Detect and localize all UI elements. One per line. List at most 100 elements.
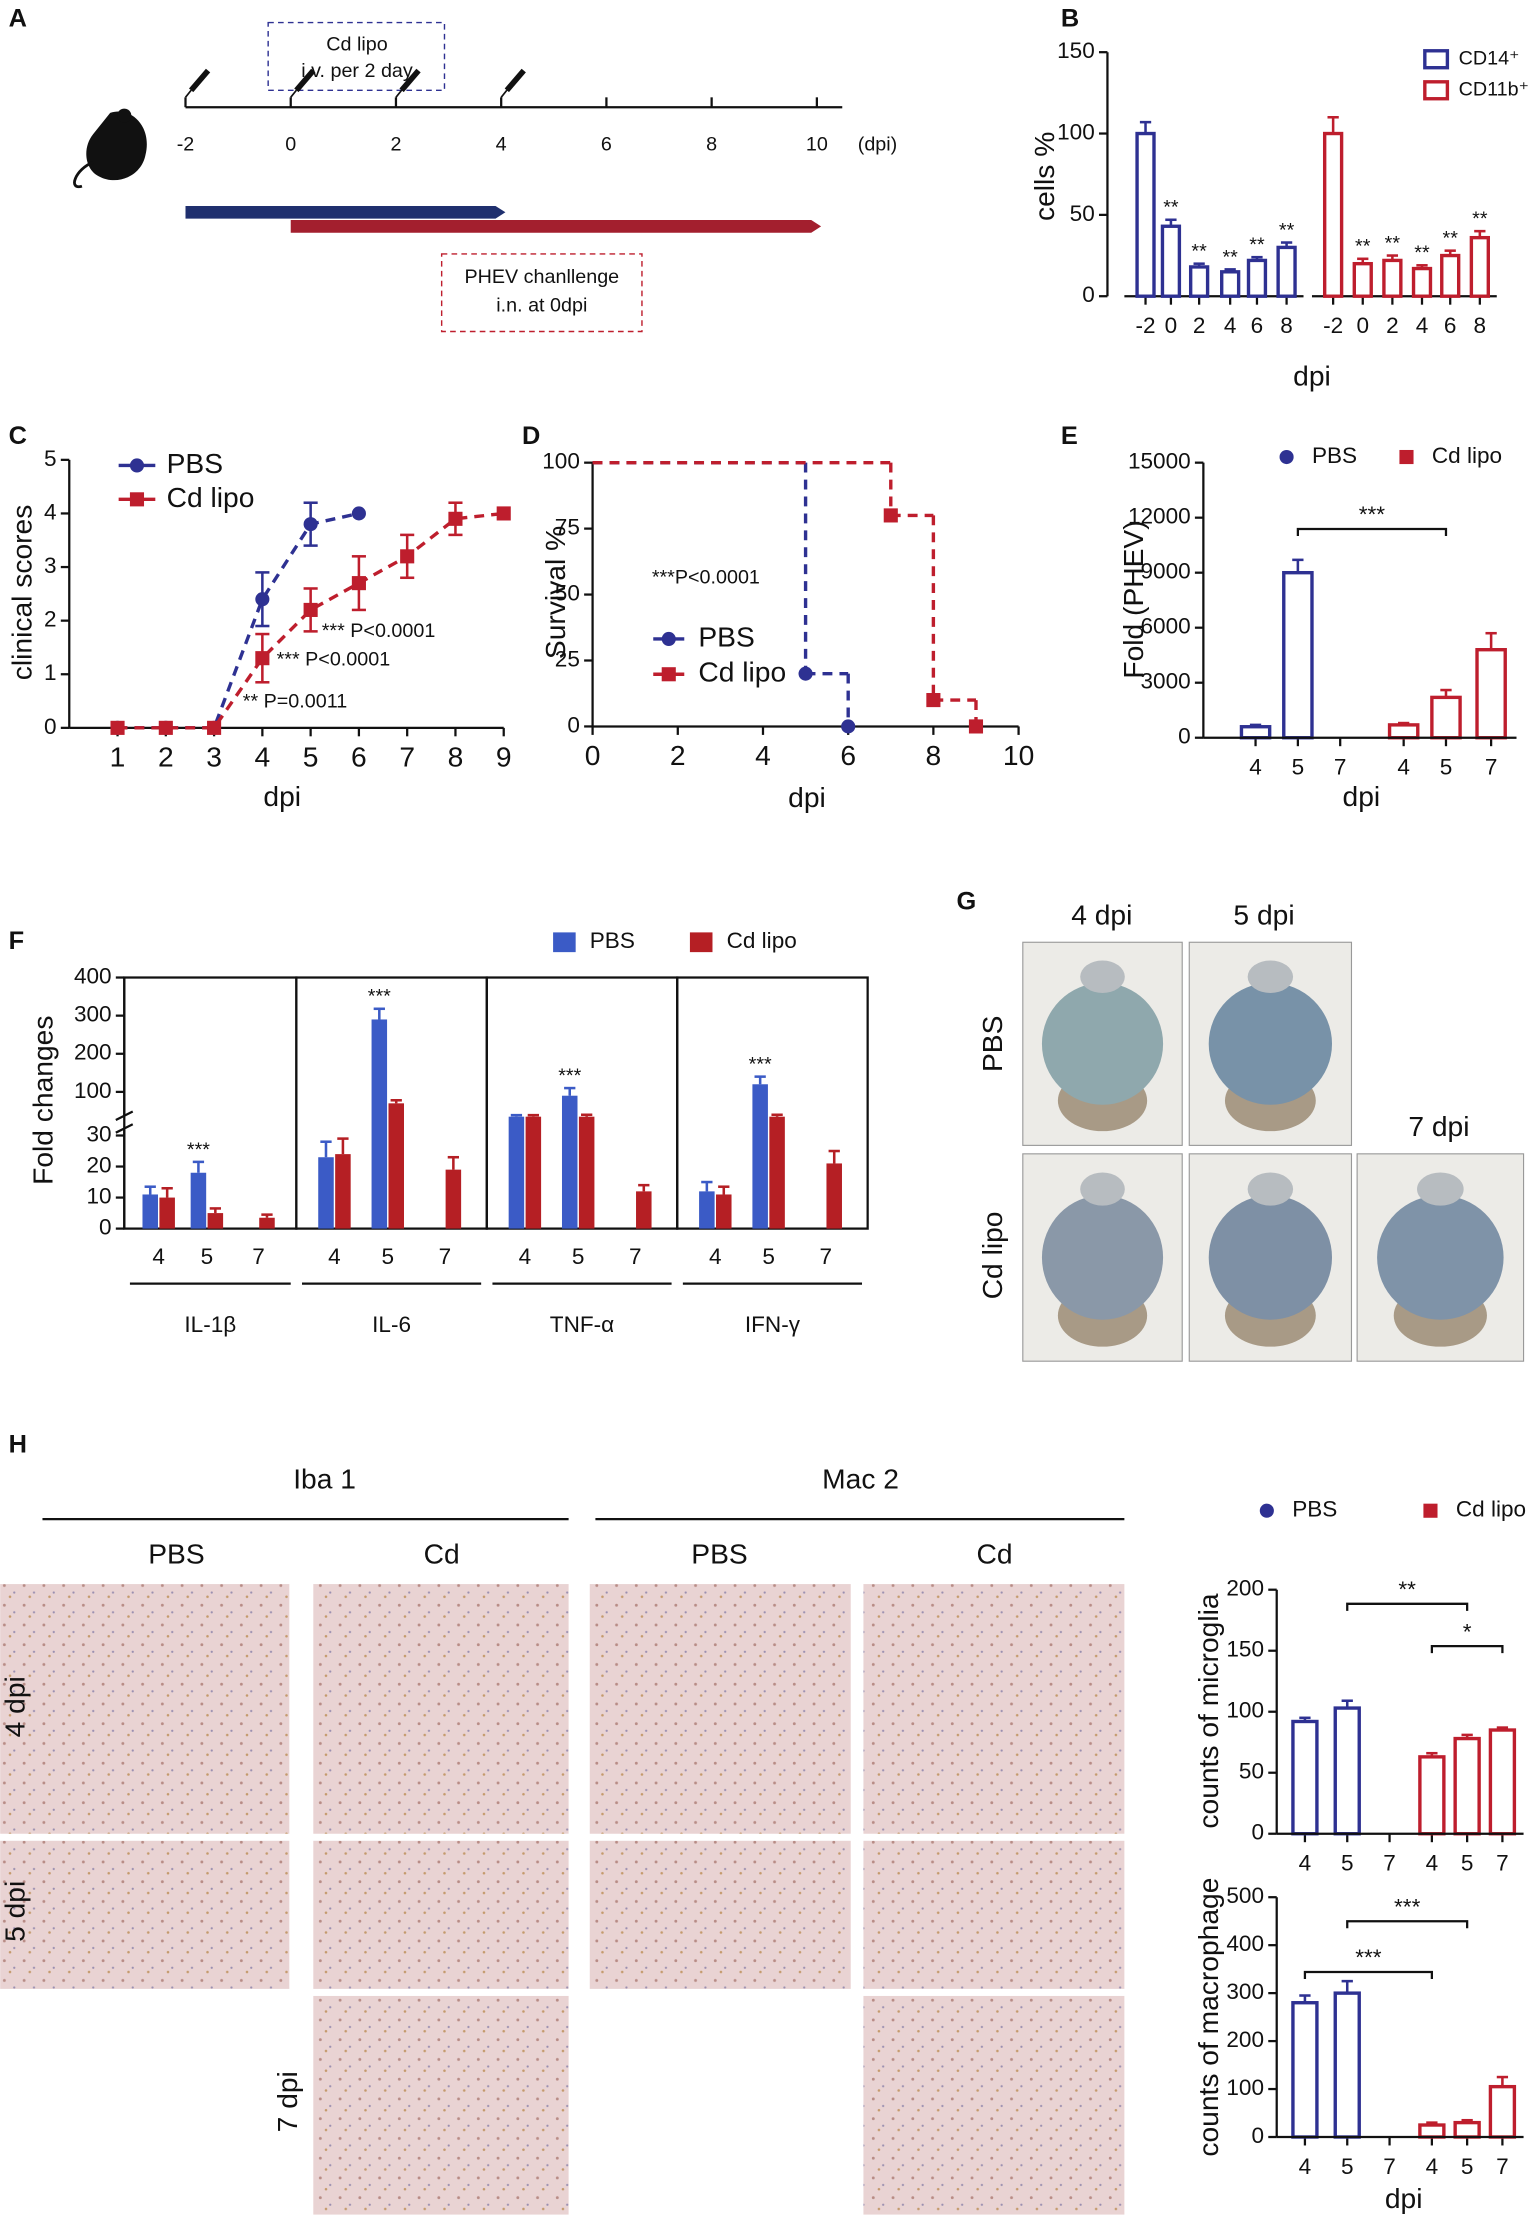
x-tick-label: 5 [1440,755,1453,780]
syringe [290,68,316,98]
error-bar [1327,115,1339,134]
significance: ** [1191,241,1207,263]
bar [1135,131,1156,298]
y-tick-label: 2 [44,607,57,632]
x-tick-label: 4 [1299,1851,1312,1876]
x-tick-label: 4 [1249,755,1262,780]
x-tick-label: -2 [1323,313,1343,338]
bracket [1346,1920,1469,1929]
panel-label: C [9,422,27,450]
y-tick-label: 0 [1082,282,1095,307]
bracket-line [1346,1602,1469,1611]
olfactory [1080,1172,1125,1206]
x-tick-label: 0 [1165,313,1178,338]
micrograph [589,1840,851,1989]
bar [1282,570,1314,740]
panel-label: A [9,4,27,32]
group-label: IL-6 [372,1312,411,1337]
mouse-icon [73,108,147,189]
error-bar [390,1099,402,1104]
bar [1246,258,1268,298]
x-tick-label: 7 [1334,755,1347,780]
significance: ** [1385,232,1401,254]
y-tick-label: 9000 [1140,559,1190,584]
x-tick-label: 7 [252,1244,265,1269]
error-bar [261,1213,273,1218]
marker [1279,449,1294,465]
error-bar [581,1113,593,1117]
significance: *** [749,1054,772,1076]
legend-label: PBS [590,928,635,953]
marker [400,549,415,564]
bracket-label: *** [1359,502,1386,527]
y-axis-label: clinical scores [6,505,38,681]
significance: *** [368,986,391,1008]
legend-swatch [1423,49,1450,70]
micrograph [313,1584,569,1834]
y-tick-label: 400 [1226,1931,1264,1956]
syringe-needle [500,89,508,98]
y-tick-label: 0 [44,714,57,739]
x-tick-label: 2 [1386,313,1399,338]
timeline-bar [185,205,506,219]
error-bar [1139,120,1152,134]
x-tick-label: 4 [255,740,271,772]
x-tick-label: 7 [439,1244,452,1269]
error-bar [1461,1733,1473,1739]
bracket [1303,1970,1434,1980]
marker [255,592,270,607]
x-tick-label: 7 [629,1244,642,1269]
stain-label: Mac 2 [822,1463,899,1495]
x-tick-label: 4 [152,1244,165,1269]
brain-photo [1188,1153,1353,1362]
error-bar [1440,688,1452,698]
y-tick-label: 200 [74,1040,112,1065]
group-label: PBS [148,1537,204,1569]
syringe [500,68,526,98]
marker [968,719,984,734]
panel-label: H [9,1431,27,1459]
x-tick-label: 6 [840,739,856,771]
micrograph [589,1584,851,1834]
y-tick-label: 100 [542,449,580,474]
error-bar [754,1075,766,1085]
y-tick-label: 50 [1070,201,1095,226]
error-bar [1461,2118,1473,2123]
bar [1220,270,1241,298]
x-tick-label: 10 [1003,739,1034,771]
x-tick-label: 4 [1224,313,1237,338]
bar [769,1116,785,1229]
y-tick-label: 0 [1178,724,1191,749]
x-tick-label: 2 [158,740,174,772]
y-tick-label: 150 [1226,1637,1264,1662]
y-tick-label: 150 [1057,38,1095,63]
bar [1418,2123,1446,2139]
error-bar [209,1207,221,1214]
y-tick-label: 4 [44,499,57,524]
x-axis-label: dpi [1385,2182,1423,2214]
micrograph [0,1584,290,1834]
x-tick-label: 8 [1474,313,1487,338]
x-tick-label: 5 [572,1244,585,1269]
marker [841,719,856,734]
box-text: i.v. per 2 day [301,60,413,82]
syringe-body [189,68,211,93]
syringe-body [504,68,526,93]
group-label: IL-1β [184,1312,236,1337]
error-bar [161,1186,173,1198]
error-bar [1224,268,1236,272]
panel-label: B [1061,4,1079,32]
error-bar [1341,1699,1353,1709]
bracket-label: *** [1394,1894,1421,1919]
x-tick-label: 4 [328,1244,341,1269]
y-axis-label: Fold changes [27,1016,59,1185]
timeline-label: -2 [177,134,195,156]
bar [335,1154,351,1229]
row-label: 5 dpi [0,1881,31,1942]
significance: ** [1249,234,1265,256]
error-bar [718,1185,730,1195]
bar [699,1191,715,1229]
bar [826,1163,842,1229]
x-tick-label: 5 [1461,1851,1474,1876]
error-bar [1357,257,1369,264]
